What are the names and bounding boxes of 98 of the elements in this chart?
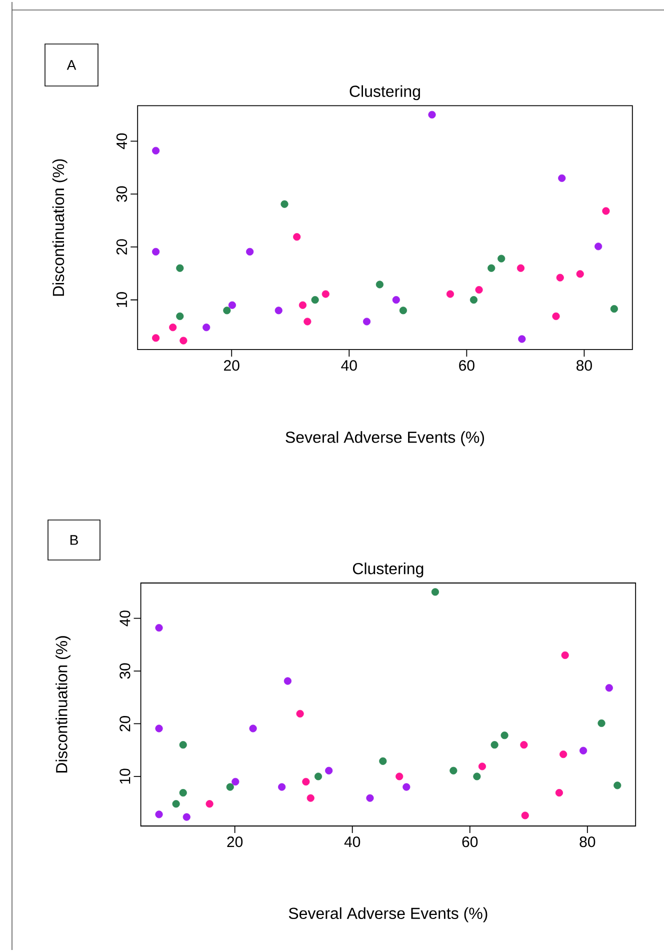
point	[395, 772, 403, 780]
point	[298, 301, 306, 309]
x-tick-label: 40	[344, 836, 360, 848]
y-tick-label: 20	[116, 239, 127, 255]
point	[172, 800, 180, 808]
point	[378, 757, 387, 765]
text: A	[66, 60, 76, 70]
point	[179, 788, 187, 797]
x-tick-label: 80	[580, 836, 595, 848]
y-tick-label: 30	[116, 186, 127, 202]
point	[552, 312, 560, 320]
point	[274, 306, 282, 314]
point	[366, 794, 374, 802]
point	[176, 312, 184, 320]
point	[555, 788, 563, 797]
point	[613, 782, 621, 790]
x-tick-label: 60	[458, 360, 474, 371]
x-tick-label: 40	[340, 360, 357, 371]
point	[399, 306, 407, 314]
y-tick-label: 20	[119, 716, 130, 732]
x-tick-label: 80	[576, 360, 592, 371]
point	[610, 305, 618, 313]
point	[579, 746, 587, 754]
point	[280, 200, 288, 208]
point	[449, 766, 458, 774]
chart-title: Clustering	[352, 562, 423, 578]
point	[179, 741, 187, 749]
point	[152, 248, 160, 256]
point	[478, 762, 486, 770]
point	[602, 207, 610, 215]
point	[402, 783, 410, 791]
point	[475, 286, 483, 294]
chart-title: Clustering	[350, 85, 420, 100]
point	[292, 233, 300, 241]
point	[278, 783, 286, 791]
point	[202, 324, 210, 332]
point	[284, 677, 292, 685]
point	[516, 264, 524, 272]
x-tick-label: 60	[462, 836, 478, 848]
point	[561, 651, 569, 660]
point	[518, 335, 526, 343]
point	[303, 318, 312, 326]
point	[576, 270, 584, 278]
x-tick-label: 20	[227, 836, 242, 848]
point	[155, 724, 163, 732]
point	[311, 296, 319, 304]
text: B	[70, 535, 78, 545]
point	[556, 274, 564, 282]
y-axis-title: Discontinuation (%)	[52, 159, 68, 296]
point	[155, 624, 163, 632]
point	[500, 732, 508, 740]
point	[487, 264, 495, 272]
point	[249, 724, 257, 732]
point	[206, 800, 214, 808]
point	[314, 772, 322, 780]
y-tick-label: 30	[119, 663, 130, 679]
point	[228, 301, 236, 309]
point	[392, 296, 400, 304]
point	[594, 242, 602, 250]
point	[428, 110, 436, 118]
y-tick-label: 10	[119, 768, 130, 784]
y-tick-label: 40	[116, 133, 127, 150]
point	[521, 812, 529, 820]
point	[179, 336, 188, 344]
point	[376, 280, 384, 288]
point	[362, 318, 370, 326]
point	[470, 296, 478, 304]
point	[182, 813, 190, 821]
point	[431, 588, 439, 596]
point	[472, 772, 481, 780]
y-axis-title: Discontinuation (%)	[55, 636, 70, 773]
point	[605, 684, 613, 692]
point	[490, 741, 498, 749]
point	[446, 290, 454, 298]
point	[168, 324, 176, 332]
point	[222, 306, 231, 314]
y-tick-label: 10	[116, 292, 127, 308]
point	[152, 146, 160, 154]
point	[558, 174, 566, 182]
point	[296, 710, 304, 718]
point	[559, 750, 567, 758]
point	[322, 290, 330, 298]
point	[324, 766, 332, 774]
point	[306, 794, 314, 802]
point	[155, 810, 163, 818]
point	[176, 264, 184, 272]
point	[520, 741, 528, 749]
point	[152, 334, 160, 342]
point	[598, 719, 606, 728]
y-tick-label: 40	[119, 610, 130, 626]
point	[497, 254, 505, 262]
point	[226, 783, 234, 791]
point	[231, 778, 240, 786]
x-axis-title: Several Adverse Events (%)	[285, 431, 484, 446]
x-tick-label: 20	[224, 360, 240, 371]
x-axis-title: Several Adverse Events (%)	[288, 907, 488, 922]
point	[302, 778, 310, 786]
point	[246, 248, 254, 256]
